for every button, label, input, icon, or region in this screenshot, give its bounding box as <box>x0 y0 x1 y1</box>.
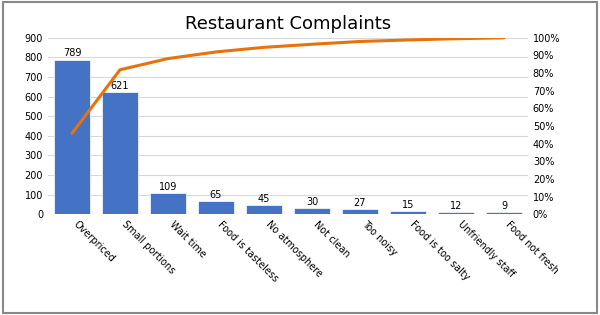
Bar <box>246 205 282 214</box>
Bar <box>54 60 90 214</box>
Bar <box>198 202 234 214</box>
Text: 621: 621 <box>111 81 129 91</box>
Bar <box>390 211 426 214</box>
Text: 12: 12 <box>450 201 462 211</box>
Bar <box>102 93 138 214</box>
Title: Restaurant Complaints: Restaurant Complaints <box>185 15 391 33</box>
Text: 109: 109 <box>159 182 177 192</box>
Bar <box>486 212 522 214</box>
Text: 27: 27 <box>354 198 366 208</box>
Text: 15: 15 <box>402 200 414 210</box>
Text: 30: 30 <box>306 197 318 207</box>
Text: 45: 45 <box>258 194 270 204</box>
Bar <box>438 212 474 214</box>
Bar <box>150 193 186 214</box>
Text: 65: 65 <box>210 190 222 200</box>
Text: 789: 789 <box>63 49 81 58</box>
Bar <box>342 209 378 214</box>
Bar <box>294 208 330 214</box>
Text: 9: 9 <box>501 201 507 211</box>
